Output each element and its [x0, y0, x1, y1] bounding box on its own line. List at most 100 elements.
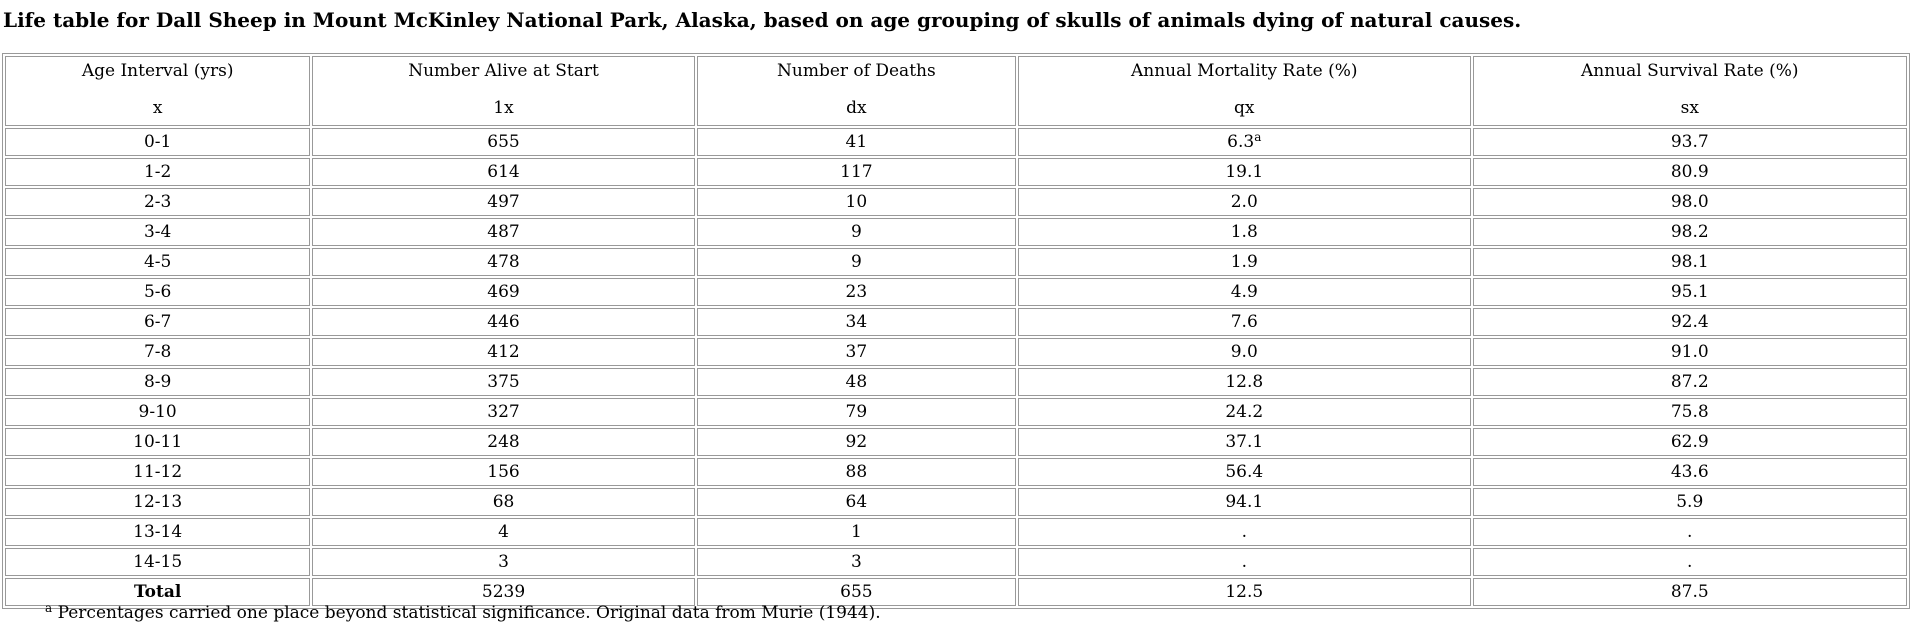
cell: 43.6 — [1472, 458, 1907, 486]
header-cell: Age Interval (yrs) x — [5, 56, 311, 126]
cell: 655 — [696, 578, 1017, 606]
cell: 34 — [696, 308, 1017, 336]
cell: . — [1472, 518, 1907, 546]
cell: 614 — [312, 158, 695, 186]
cell: 1.8 — [1018, 218, 1471, 246]
data-row: 5-6 469 23 4.9 95.1 — [5, 278, 1907, 306]
cell: 2.0 — [1018, 188, 1471, 216]
header-symbol: dx — [846, 98, 867, 118]
cell: 10 — [696, 188, 1017, 216]
cell: 93.7 — [1472, 128, 1907, 156]
data-row: 2-3 497 10 2.0 98.0 — [5, 188, 1907, 216]
cell: 10-11 — [5, 428, 311, 456]
cell: 98.0 — [1472, 188, 1907, 216]
data-row: 11-12 156 88 56.4 43.6 — [5, 458, 1907, 486]
cell: 11-12 — [5, 458, 311, 486]
cell: 375 — [312, 368, 695, 396]
cell: 37 — [696, 338, 1017, 366]
header-label: Number Alive at Start — [408, 61, 599, 81]
data-row: 4-5 478 9 1.9 98.1 — [5, 248, 1907, 276]
total-row: Total 5239 655 12.5 87.5 — [5, 578, 1907, 606]
cell: 3-4 — [5, 218, 311, 246]
cell: 2-3 — [5, 188, 311, 216]
data-row: 14-15 3 3.. — [5, 548, 1907, 576]
cell: 5-6 — [5, 278, 311, 306]
cell: 92 — [696, 428, 1017, 456]
header-label: Number of Deaths — [777, 61, 936, 81]
cell: 62.9 — [1472, 428, 1907, 456]
cell: 248 — [312, 428, 695, 456]
cell: . — [1018, 518, 1471, 546]
header-cell: Annual Survival Rate (%) sx — [1472, 56, 1907, 126]
cell: 3 — [696, 548, 1017, 576]
cell: 88 — [696, 458, 1017, 486]
cell: 24.2 — [1018, 398, 1471, 426]
cell: 95.1 — [1472, 278, 1907, 306]
header-symbol: 1x — [493, 98, 514, 118]
data-row: 7-8 412 37 9.0 91.0 — [5, 338, 1907, 366]
data-row: 13-14 4 1.. — [5, 518, 1907, 546]
cell: . — [1472, 548, 1907, 576]
footnote-ref: a — [1254, 130, 1262, 144]
cell: 98.2 — [1472, 218, 1907, 246]
cell: 9.0 — [1018, 338, 1471, 366]
cell: 9 — [696, 248, 1017, 276]
cell: 12-13 — [5, 488, 311, 516]
cell: 0-1 — [5, 128, 311, 156]
cell: 41 — [696, 128, 1017, 156]
table-title: Life table for Dall Sheep in Mount McKin… — [3, 8, 1522, 32]
cell: 1 — [696, 518, 1017, 546]
cell: 9-10 — [5, 398, 311, 426]
cell: 6-7 — [5, 308, 311, 336]
header-label: Annual Mortality Rate (%) — [1130, 61, 1358, 81]
cell: 19.1 — [1018, 158, 1471, 186]
header-label: Age Interval (yrs) — [81, 61, 234, 81]
header-symbol: x — [152, 98, 163, 118]
cell: 75.8 — [1472, 398, 1907, 426]
cell: 8-9 — [5, 368, 311, 396]
header-cell: Number of Deaths dx — [696, 56, 1017, 126]
cell: 12.5 — [1018, 578, 1471, 606]
cell: 87.5 — [1472, 578, 1907, 606]
cell: 98.1 — [1472, 248, 1907, 276]
cell: 487 — [312, 218, 695, 246]
cell: 13-14 — [5, 518, 311, 546]
data-row: 6-7 446 34 7.6 92.4 — [5, 308, 1907, 336]
cell: 92.4 — [1472, 308, 1907, 336]
cell: 79 — [696, 398, 1017, 426]
cell: 5239 — [312, 578, 695, 606]
cell: . — [1018, 548, 1471, 576]
cell: 655 — [312, 128, 695, 156]
data-row: 3-4 487 9 1.8 98.2 — [5, 218, 1907, 246]
cell: 4.9 — [1018, 278, 1471, 306]
header-symbol: qx — [1234, 98, 1255, 118]
cell: 327 — [312, 398, 695, 426]
cell: 117 — [696, 158, 1017, 186]
data-row: 1-2 614 117 19.1 80.9 — [5, 158, 1907, 186]
header-symbol: sx — [1680, 98, 1699, 118]
cell: 37.1 — [1018, 428, 1471, 456]
cell: 87.2 — [1472, 368, 1907, 396]
cell: 5.9 — [1472, 488, 1907, 516]
header-row: Age Interval (yrs) x Number Alive at Start… — [5, 56, 1907, 126]
footnote: a Percentages carried one place beyond s… — [45, 601, 881, 623]
cell: 56.4 — [1018, 458, 1471, 486]
cell-text: 6.3 — [1227, 132, 1255, 152]
cell: 94.1 — [1018, 488, 1471, 516]
cell: 23 — [696, 278, 1017, 306]
cell: 12.8 — [1018, 368, 1471, 396]
cell: 68 — [312, 488, 695, 516]
header-cell: Number Alive at Start 1x — [312, 56, 695, 126]
footnote-marker: a — [45, 601, 53, 615]
cell: 9 — [696, 218, 1017, 246]
cell: 80.9 — [1472, 158, 1907, 186]
header-label: Annual Survival Rate (%) — [1581, 61, 1799, 81]
data-row: 10-11 248 92 37.1 62.9 — [5, 428, 1907, 456]
data-row: 8-9 375 48 12.8 87.2 — [5, 368, 1907, 396]
cell: 4-5 — [5, 248, 311, 276]
cell: 1.9 — [1018, 248, 1471, 276]
cell: 1-2 — [5, 158, 311, 186]
cell: 3 — [312, 548, 695, 576]
footnote-text: Percentages carried one place beyond sta… — [57, 603, 881, 623]
